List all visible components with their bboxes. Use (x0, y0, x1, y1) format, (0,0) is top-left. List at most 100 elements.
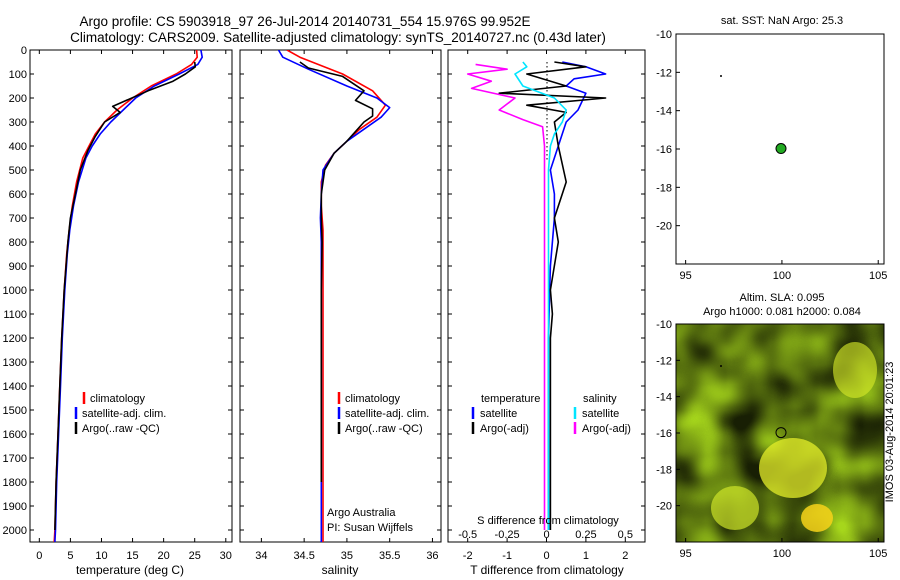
salinity-axes-frame (239, 49, 442, 543)
depth-tick-label: 300 (9, 117, 27, 129)
x-tick-label: 34.5 (293, 550, 314, 562)
sst-map-panel: sat. SST: NaN Argo: 25.3 95 100 105 -10 -12 -… (656, 15, 887, 282)
legend-label-climatology: climatology (345, 393, 401, 405)
map-x-tick-label: 105 (869, 548, 887, 560)
depth-tick-label: 2000 (3, 525, 27, 537)
depth-tick-label: 900 (9, 261, 27, 273)
series-line-temperature-argo-adj- (498, 61, 607, 530)
altimetry-title-line1: Altim. SLA: 0.095 (740, 292, 825, 304)
difference-xlabel-top: S difference from climatology (477, 515, 619, 527)
temperature-xlabel: temperature (deg C) (76, 563, 184, 577)
depth-tick-label: 1600 (3, 429, 27, 441)
salinity-x-ticks: 34 34.5 35 35.5 36 (240, 49, 441, 562)
x-tick-label: 2 (622, 550, 628, 562)
difference-top-ticks: -0.5 -0.25 0 0.25 0.5 (458, 529, 633, 541)
sst-map-title: sat. SST: NaN Argo: 25.3 (721, 15, 843, 27)
map-x-tick-label: 100 (773, 270, 791, 282)
difference-xlabel: T difference from climatology (470, 563, 624, 577)
depth-tick-label: 400 (9, 141, 27, 153)
map-y-tick-label: -14 (656, 106, 672, 118)
sst-map-points (775, 143, 787, 155)
x-tick-label: 35.5 (379, 550, 400, 562)
depth-tick-label: 1900 (3, 501, 27, 513)
coastline-dot (720, 365, 722, 367)
figure-title-line1: Argo profile: CS 5903918_97 26-Jul-2014 … (79, 14, 530, 29)
x-tick-label: 35 (341, 550, 353, 562)
sla-high-patch (759, 438, 827, 498)
map-y-tick-label: -12 (656, 355, 672, 367)
float-position-marker (775, 427, 787, 439)
legend-label-satellite: satellite-adj. clim. (82, 408, 166, 420)
salinity-legend: climatology satellite-adj. clim. Argo(..… (337, 392, 429, 435)
map-x-tick-label: 95 (680, 548, 692, 560)
x-tick-label: 5 (67, 550, 73, 562)
x-tick-label: -1 (502, 550, 512, 562)
altimetry-title-line2: Argo h1000: 0.081 h2000: 0.084 (703, 306, 861, 318)
series-line-climatology (53, 50, 198, 542)
map-y-tick-label: -18 (656, 464, 672, 476)
depth-tick-label: 1100 (3, 309, 27, 321)
top-tick-label: -0.5 (458, 529, 477, 541)
depth-tick-label: 100 (9, 69, 27, 81)
depth-tick-label: 500 (9, 165, 27, 177)
salinity-series (277, 50, 391, 542)
temperature-series (53, 50, 203, 542)
x-tick-label: 34 (255, 550, 267, 562)
map-x-tick-label: 95 (680, 270, 692, 282)
depth-tick-label: 1500 (3, 405, 27, 417)
depth-tick-label: 800 (9, 237, 27, 249)
legend-label-sal-argo: Argo(-adj) (582, 423, 631, 435)
x-tick-label: 10 (95, 550, 107, 562)
difference-series (466, 61, 607, 530)
series-line-satellite-adj-clim- (277, 50, 391, 542)
x-tick-label: 36 (426, 550, 438, 562)
depth-tick-label: 0 (21, 45, 27, 57)
x-tick-label: 1 (583, 550, 589, 562)
x-tick-label: 15 (126, 550, 138, 562)
temperature-axes-frame (29, 49, 233, 543)
series-line-argo-raw-qc- (299, 61, 374, 482)
legend-label-temp-satellite: satellite (480, 408, 517, 420)
depth-tick-label: 200 (9, 93, 27, 105)
sst-map-ticks: 95 100 105 -10 -12 -14 -16 -18 -20 (656, 29, 887, 282)
depth-axis: 0 100 200 300 400 500 600 700 800 900 1000 1100 1200… (3, 45, 27, 537)
altimetry-map-panel: Altim. SLA: 0.095 Argo h1000: 0.081 h200… (656, 292, 887, 560)
legend-label-satellite: satellite-adj. clim. (345, 408, 429, 420)
legend-label-sal-satellite: satellite (582, 408, 619, 420)
x-tick-label: 25 (189, 550, 201, 562)
top-tick-label: 0.5 (618, 529, 633, 541)
salinity-panel: 34 34.5 35 35.5 36 salinity climatology sate… (239, 49, 442, 577)
sla-high-patch (711, 486, 759, 530)
legend-title-temperature: temperature (481, 393, 540, 405)
map-y-tick-label: -12 (656, 67, 672, 79)
map-x-tick-label: 100 (773, 548, 791, 560)
altimetry-map-ticks: 95 100 105 -10 -12 -14 -16 -18 -20 (656, 319, 887, 560)
legend-label-climatology: climatology (90, 393, 146, 405)
depth-tick-label: 1000 (3, 285, 27, 297)
series-line-argo-raw-qc- (54, 61, 197, 531)
temperature-legend: climatology satellite-adj. clim. Argo(..… (74, 392, 166, 435)
legend-title-salinity: salinity (583, 393, 617, 405)
legend-label-argo: Argo(..raw -QC) (82, 423, 160, 435)
series-line-satellite-adj-clim- (54, 50, 203, 542)
x-tick-label: -2 (463, 550, 473, 562)
map-y-tick-label: -14 (656, 392, 672, 404)
altimetry-map-points (775, 427, 787, 439)
depth-tick-label: 1400 (3, 381, 27, 393)
top-tick-label: -0.25 (495, 529, 520, 541)
depth-tick-label: 600 (9, 189, 27, 201)
top-tick-label: 0 (543, 529, 549, 541)
timestamp-label: IMOS 03-Aug-2014 20:01:23 (884, 362, 896, 503)
temperature-x-ticks: 0 5 10 15 20 25 30 (30, 49, 232, 562)
map-y-tick-label: -10 (656, 319, 672, 331)
difference-legend: temperature salinity satellite Argo(-adj… (471, 393, 631, 435)
float-position-marker (775, 143, 787, 155)
depth-tick-label: 1800 (3, 477, 27, 489)
series-line-salinity-satellite (514, 61, 568, 530)
difference-x-ticks: -2 -1 0 1 2 (448, 49, 645, 562)
series-line-salinity-argo-adj- (466, 63, 546, 530)
legend-label-argo: Argo(..raw -QC) (345, 423, 423, 435)
map-y-tick-label: -20 (656, 221, 672, 233)
depth-tick-label: 1200 (3, 333, 27, 345)
